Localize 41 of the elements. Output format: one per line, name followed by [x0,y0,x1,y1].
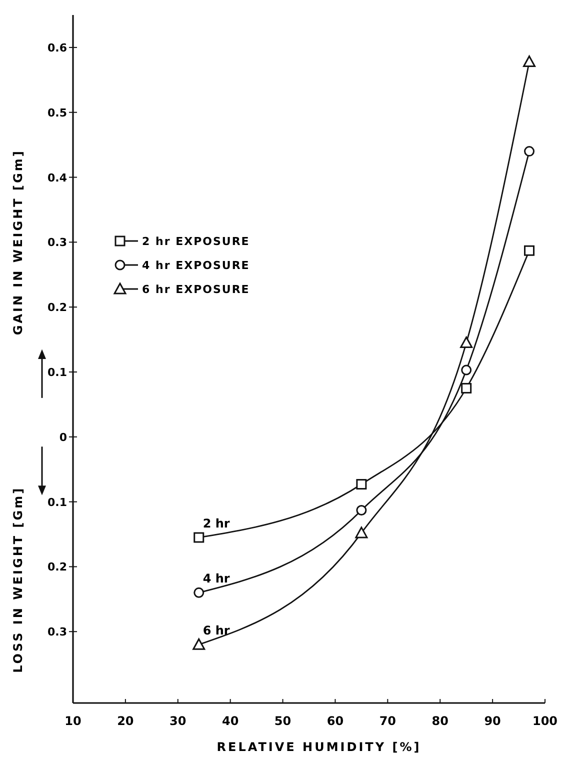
point [524,245,535,256]
x-tick-label: 20 [117,714,134,728]
legend-label: 4 hr EXPOSURE [142,259,250,272]
legend-label: 6 hr EXPOSURE [142,283,250,296]
point [460,336,473,348]
point [355,526,368,538]
x-tick-label: 100 [532,714,558,728]
x-axis-title: RELATIVE HUMIDITY [%] [216,740,422,754]
annotation: 2 hr [202,516,230,530]
point [194,532,204,543]
x-tick-label: 10 [64,714,82,728]
x-tick-label: 30 [170,714,186,728]
point [461,364,472,376]
y-tick-label: 0.2 [48,301,67,314]
point [356,479,367,490]
x-tick-label: 70 [379,714,396,728]
y-tick-label: 0.1 [48,496,67,509]
y-tick-label: 0.6 [48,41,68,54]
text: LOSS IN WEIGHT [Gm] [11,486,25,673]
y-tick-label: 0.3 [48,236,67,250]
y-tick-label: 0.2 [48,560,67,574]
y-axis-title: GAIN IN WEIGHT [Gm] [11,149,25,336]
point [192,638,206,650]
y-tick-label: 0.5 [48,106,67,120]
x-tick-label: 60 [326,714,344,728]
x-tick-label: 40 [222,714,239,728]
point [194,587,204,598]
annotation: 4 hr [202,572,230,586]
y-tick-label: 0.4 [48,171,68,184]
point [524,146,535,157]
legend-label: 2 hr EXPOSURE [142,235,250,248]
x-tick-label: 80 [432,714,448,728]
point [461,382,472,394]
point [356,504,367,516]
annotation: 6 hr [202,624,230,638]
y-tick-label: 0 [59,430,68,444]
x-tick-label: 50 [274,714,292,728]
y-tick-label: 0.1 [48,366,67,379]
point [523,55,536,67]
y-tick-label: 0.3 [48,626,67,639]
x-tick-label: 90 [484,714,501,728]
